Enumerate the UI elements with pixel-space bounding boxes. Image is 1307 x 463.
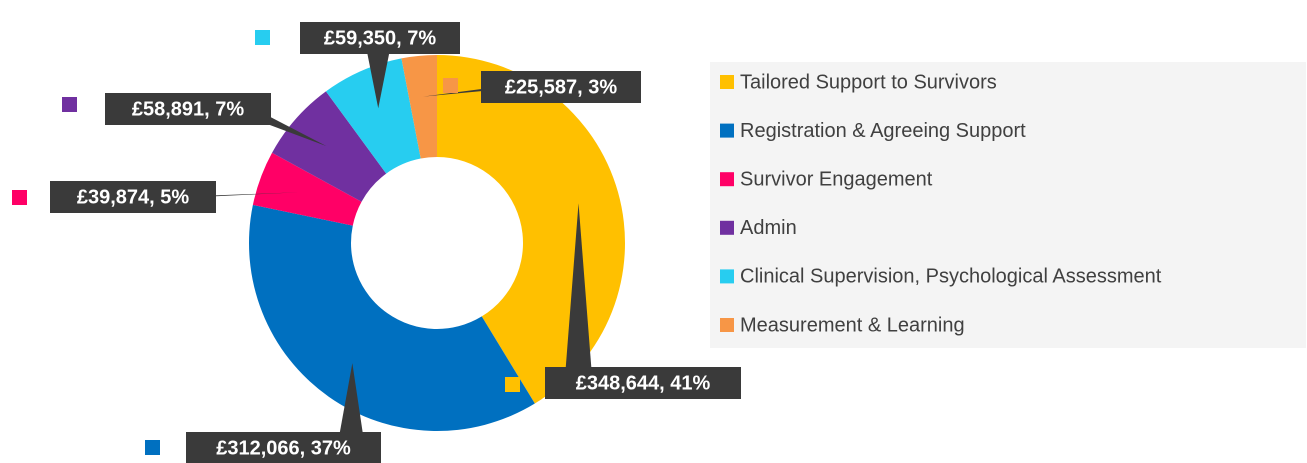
slice: [252, 152, 362, 226]
data-label: £39,874, 5%: [77, 186, 190, 208]
leader: [364, 38, 393, 109]
slice: [248, 204, 535, 432]
data-label: £58,891, 7%: [132, 98, 245, 120]
leader: [564, 203, 593, 383]
legend-label: Tailored Support to Survivors: [740, 71, 997, 93]
label-box: [481, 71, 641, 103]
legend-label: Clinical Supervision, Psychological Asse…: [740, 266, 1162, 288]
data-label: £25,587, 3%: [505, 76, 618, 98]
label-box: [545, 367, 741, 399]
label-box: [50, 181, 216, 213]
legend-label: Registration & Agreeing Support: [740, 120, 1026, 142]
legend-label: Survivor Engagement: [740, 168, 933, 190]
label-box: [105, 93, 271, 125]
data-label: £348,644, 41%: [576, 372, 711, 394]
label-swatch: [443, 78, 458, 93]
legend-swatch: [720, 269, 734, 284]
legend-label: Admin: [740, 217, 797, 239]
label-swatch: [145, 440, 160, 455]
label-swatch: [62, 97, 77, 112]
legend-swatch: [720, 172, 734, 187]
legend-label: Measurement & Learning: [740, 314, 965, 336]
data-label: £312,066, 37%: [216, 437, 351, 459]
leader: [337, 363, 365, 448]
legend-swatch: [720, 318, 734, 332]
data-label: £59,350, 7%: [324, 27, 437, 49]
legend-swatch: [720, 220, 734, 235]
label-swatch: [12, 190, 27, 205]
slice: [272, 91, 387, 202]
legend-swatch: [720, 75, 734, 89]
label-swatch: [255, 30, 270, 45]
slice: [401, 55, 437, 159]
label-swatch: [505, 377, 520, 392]
label-box: [300, 22, 460, 54]
label-box: [186, 432, 381, 463]
slice: [325, 58, 421, 174]
legend-box: [710, 62, 1306, 348]
legend-swatch: [720, 123, 734, 138]
